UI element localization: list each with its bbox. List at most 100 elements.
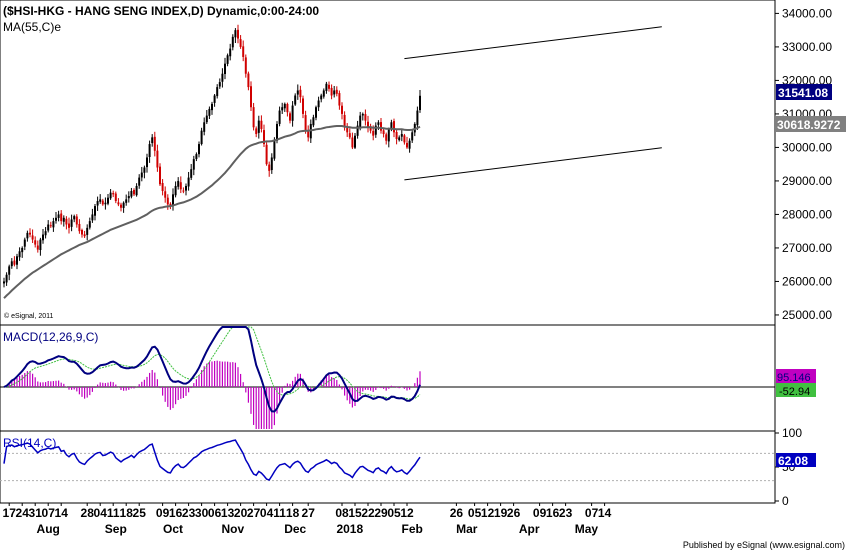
price-candle-body [195,154,198,159]
price-candle-body [356,125,359,136]
date-tick-label: 23 [182,506,196,520]
price-candle-body [179,182,182,190]
date-tick-label: 14 [55,506,69,520]
price-candle-body [104,202,107,205]
price-candle-body [296,90,299,95]
price-candle-body [10,261,13,267]
price-candle-body [117,202,120,205]
date-tick-label: 15 [348,506,362,520]
price-candle-body [315,107,317,118]
price-candle-body [125,199,128,203]
price-candle-body [247,73,250,88]
price-tick-label: 32000.00 [782,73,832,87]
price-candle-body [192,159,195,170]
price-candle-body [34,240,37,245]
price-candle-body [398,137,401,141]
date-tick-label: 26 [507,506,521,520]
date-tick-label: 13 [221,506,235,520]
price-candle-body [304,115,307,131]
price-candle-body [44,231,47,236]
date-tick-label: 09 [533,506,547,520]
date-tick-label: 08 [335,506,349,520]
price-candle-body [182,190,185,192]
price-candle-body [299,89,302,98]
price-candle-body [208,108,211,116]
publisher-footer: Published by eSignal (www.esignal.com) [683,540,845,550]
price-candle-body [60,213,63,222]
price-candle-body [8,266,11,275]
price-candle-body [73,216,76,220]
date-tick-label: 12 [481,506,495,520]
date-tick-label: 05 [468,506,482,520]
price-candle-body [140,172,143,178]
price-candle-body [169,203,172,207]
price-tick-label: 34000.00 [782,6,832,20]
price-candle-body [13,260,16,265]
price-candle-body [55,217,57,221]
date-tick-label: 14 [598,506,612,520]
price-candle-body [153,136,156,151]
price-candle-body [112,193,115,195]
price-candle-body [211,103,213,111]
month-label: May [575,522,599,536]
price-candle-body [78,223,81,232]
price-candle-body [52,221,55,228]
price-candle-body [109,192,112,199]
price-candle-body [68,223,70,228]
date-tick-label: 16 [169,506,183,520]
price-candle-body [390,122,393,129]
macd-plot [0,326,775,429]
price-candle-body [348,133,351,138]
price-candle-body [224,63,226,75]
rsi-value-badge [776,453,816,467]
ma-value-label: 30618.9272 [777,118,841,132]
price-candle-body [374,125,377,135]
price-candle-body [395,131,398,140]
price-candle-body [343,114,346,128]
price-candle-body [400,134,403,137]
price-tick-label: 29000.00 [782,174,832,188]
macd-signal-line [3,326,421,400]
channel-trendline [404,147,662,181]
price-candle-body [328,84,330,89]
price-candle-body [133,189,135,195]
price-candle-body [268,164,271,171]
ma-indicator-label: MA(55,C)e [3,20,61,34]
price-candle-body [393,121,395,133]
price-candle-body [286,103,289,113]
price-candle-body [359,115,362,127]
price-candle-body [94,206,96,216]
last-price-badge [776,84,832,100]
price-candle-body [190,169,193,178]
price-candle-body [320,95,323,100]
price-candle-body [385,134,388,141]
price-plot [3,24,662,299]
price-candle-body [42,234,44,241]
price-candle-body [18,251,21,258]
price-candle-body [138,177,141,186]
price-candle-body [265,144,268,165]
ma-55-line [3,125,421,299]
date-tick-label: 16 [546,506,560,520]
last-price-label: 31541.08 [778,86,828,100]
date-tick-label: 19 [494,506,508,520]
price-candle-body [23,239,26,247]
price-candle-body [65,218,68,225]
price-candle-body [88,221,91,228]
price-candle-body [281,107,284,111]
price-candle-body [29,232,31,235]
price-candle-body [307,131,310,138]
price-candle-body [380,122,382,131]
price-candle-body [364,114,367,121]
price-candle-body [403,135,406,143]
price-tick-label: 25000.00 [782,308,832,322]
price-candle-body [16,256,18,265]
price-candle-body [294,95,297,105]
price-candle-body [216,87,219,97]
price-candle-body [242,46,245,57]
price-candle-body [161,183,164,191]
price-candle-body [250,86,252,108]
price-candle-body [369,126,372,131]
price-candle-body [382,130,385,135]
price-candle-body [218,82,221,87]
